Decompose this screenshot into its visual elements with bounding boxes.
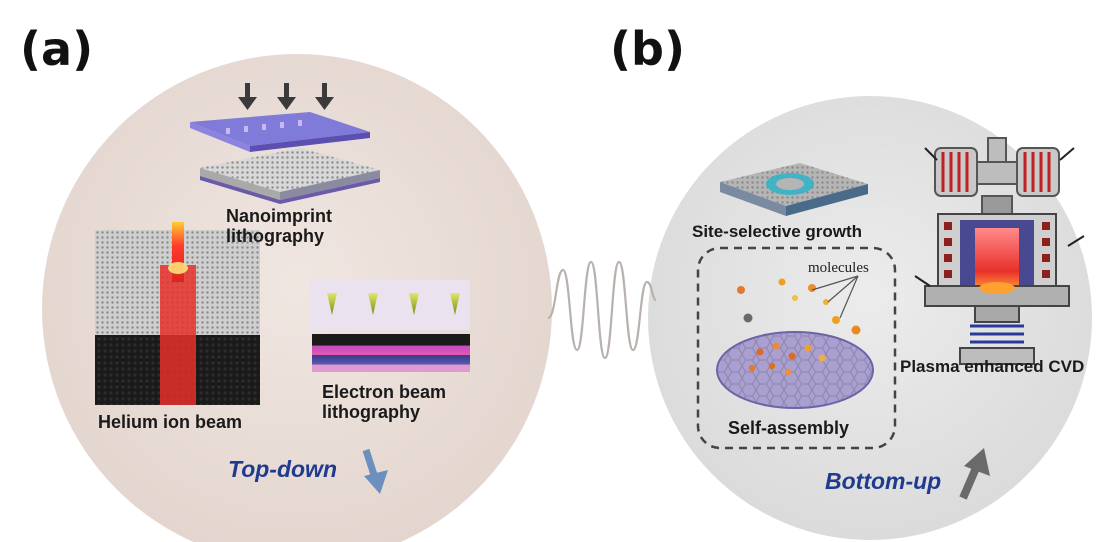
electron-beam-illustration <box>310 280 470 372</box>
panel-a-circle <box>42 54 552 542</box>
label-nanoimprint-line1: Nanoimprint <box>226 206 332 226</box>
label-electron-beam: Electron beam lithography <box>322 382 446 422</box>
nanoimprint-substrate <box>200 148 380 204</box>
self-assembly-disk <box>716 331 874 409</box>
label-electron-line2: lithography <box>322 402 420 423</box>
cvd-reactor <box>914 137 1085 365</box>
press-arrows <box>238 83 334 110</box>
label-bottom-up: Bottom-up <box>825 468 942 494</box>
label-plasma-enhanced-cvd: Plasma enhanced CVD <box>900 357 1085 376</box>
molecule-pointers <box>811 275 859 319</box>
label-self-assembly: Self-assembly <box>728 418 850 438</box>
site-selective-chip <box>720 163 868 216</box>
label-nanoimprint: Nanoimprint lithography <box>226 206 332 246</box>
helium-ion-beam-illustration <box>95 222 260 405</box>
label-molecules: molecules <box>808 260 869 276</box>
label-helium-ion-beam: Helium ion beam <box>98 412 243 432</box>
panel-b-letter: (b) <box>610 22 685 76</box>
molecules <box>737 278 861 376</box>
label-electron-line1: Electron beam <box>322 382 447 402</box>
nanoimprint-mold <box>190 112 370 152</box>
bottom-up-arrow <box>959 448 990 500</box>
label-top-down: Top-down <box>228 456 337 482</box>
top-down-arrow <box>362 448 388 494</box>
panel-a-letter: (a) <box>20 22 94 76</box>
label-site-selective-growth: Site-selective growth <box>692 222 863 241</box>
label-nanoimprint-line2: lithography <box>226 226 324 247</box>
self-assembly-box <box>696 246 897 450</box>
connecting-wave <box>546 260 657 360</box>
